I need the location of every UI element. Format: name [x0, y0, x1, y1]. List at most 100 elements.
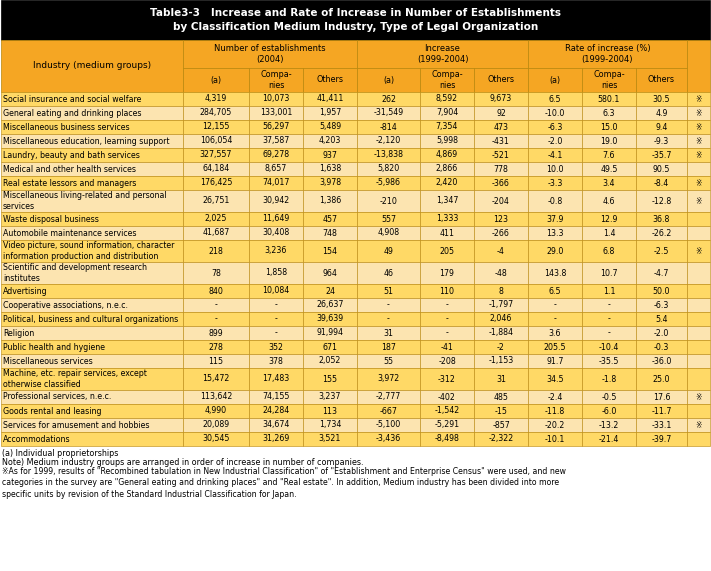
Text: 4.9: 4.9 — [656, 108, 668, 118]
Text: Accommodations: Accommodations — [3, 435, 70, 444]
Bar — [528, 284, 582, 298]
Bar — [1, 354, 183, 368]
Bar — [687, 312, 710, 326]
Bar — [249, 404, 303, 418]
Text: 17,483: 17,483 — [262, 375, 289, 384]
Text: -814: -814 — [380, 123, 397, 131]
Bar — [183, 312, 249, 326]
Bar — [1, 212, 183, 226]
Text: 12.9: 12.9 — [600, 215, 618, 223]
Bar — [687, 148, 710, 162]
Bar — [474, 262, 528, 284]
Bar — [249, 68, 303, 92]
Text: 106,054: 106,054 — [200, 136, 232, 146]
Bar — [1, 190, 183, 212]
Text: Industry (medium groups): Industry (medium groups) — [33, 62, 151, 70]
Text: -: - — [446, 328, 449, 337]
Bar — [420, 354, 474, 368]
Bar — [303, 162, 357, 176]
Bar — [474, 284, 528, 298]
Bar — [636, 298, 687, 312]
Text: Number of establishments
(2004): Number of establishments (2004) — [214, 44, 326, 64]
Text: 1,386: 1,386 — [319, 196, 341, 206]
Bar — [357, 432, 420, 446]
Bar — [420, 226, 474, 240]
Text: Scientific and development research
institutes: Scientific and development research inst… — [3, 263, 147, 283]
Bar — [474, 312, 528, 326]
Text: 218: 218 — [208, 247, 223, 255]
Text: -11.8: -11.8 — [545, 407, 565, 416]
Bar — [420, 190, 474, 212]
Text: Cooperative associations, n.e.c.: Cooperative associations, n.e.c. — [3, 300, 128, 309]
Bar — [357, 240, 420, 262]
Text: 13.3: 13.3 — [546, 228, 564, 238]
Bar — [582, 298, 636, 312]
Text: -36.0: -36.0 — [651, 356, 672, 365]
Text: -1,797: -1,797 — [488, 300, 513, 309]
Text: ※: ※ — [695, 196, 702, 206]
Bar — [636, 390, 687, 404]
Bar — [183, 354, 249, 368]
Bar — [1, 262, 183, 284]
Text: -2,777: -2,777 — [376, 392, 401, 401]
Text: 133,001: 133,001 — [260, 108, 292, 118]
Text: 64,184: 64,184 — [203, 164, 230, 174]
Bar — [183, 226, 249, 240]
Bar — [303, 432, 357, 446]
Bar — [528, 40, 687, 68]
Bar — [582, 106, 636, 120]
Text: Professional services, n.e.c.: Professional services, n.e.c. — [3, 392, 112, 401]
Bar — [474, 68, 528, 92]
Text: -208: -208 — [438, 356, 456, 365]
Bar — [687, 404, 710, 418]
Bar — [183, 190, 249, 212]
Bar — [303, 354, 357, 368]
Bar — [1, 368, 183, 390]
Bar — [1, 106, 183, 120]
Bar — [249, 340, 303, 354]
Bar — [528, 404, 582, 418]
Bar — [582, 390, 636, 404]
Bar — [636, 92, 687, 106]
Text: 1,858: 1,858 — [265, 268, 287, 278]
Text: ※: ※ — [695, 108, 702, 118]
Text: -: - — [274, 300, 277, 309]
Bar — [420, 68, 474, 92]
Text: 457: 457 — [323, 215, 338, 223]
Bar — [357, 298, 420, 312]
Bar — [357, 148, 420, 162]
Text: Services for amusement and hobbies: Services for amusement and hobbies — [3, 420, 149, 429]
Bar — [303, 390, 357, 404]
Bar — [357, 262, 420, 284]
Text: 91.7: 91.7 — [546, 356, 564, 365]
Text: 10.7: 10.7 — [600, 268, 618, 278]
Bar — [636, 106, 687, 120]
Bar — [636, 176, 687, 190]
Bar — [474, 162, 528, 176]
Text: Automobile maintenance services: Automobile maintenance services — [3, 228, 137, 238]
Bar — [183, 134, 249, 148]
Text: 7,904: 7,904 — [436, 108, 458, 118]
Bar — [303, 134, 357, 148]
Bar — [687, 262, 710, 284]
Text: -1.8: -1.8 — [602, 375, 616, 384]
Bar — [249, 312, 303, 326]
Text: 10,084: 10,084 — [262, 287, 289, 296]
Bar — [687, 432, 710, 446]
Bar — [474, 354, 528, 368]
Text: 284,705: 284,705 — [200, 108, 232, 118]
Text: -: - — [274, 315, 277, 324]
Bar — [582, 326, 636, 340]
Bar — [420, 134, 474, 148]
Bar — [582, 340, 636, 354]
Text: Others: Others — [488, 75, 515, 85]
Bar — [183, 40, 357, 68]
Bar — [303, 262, 357, 284]
Text: -266: -266 — [492, 228, 510, 238]
Text: -31,549: -31,549 — [373, 108, 404, 118]
Text: ※: ※ — [695, 179, 702, 187]
Text: -6.0: -6.0 — [602, 407, 616, 416]
Text: 55: 55 — [383, 356, 393, 365]
Text: 91,994: 91,994 — [316, 328, 343, 337]
Text: 1,347: 1,347 — [436, 196, 458, 206]
